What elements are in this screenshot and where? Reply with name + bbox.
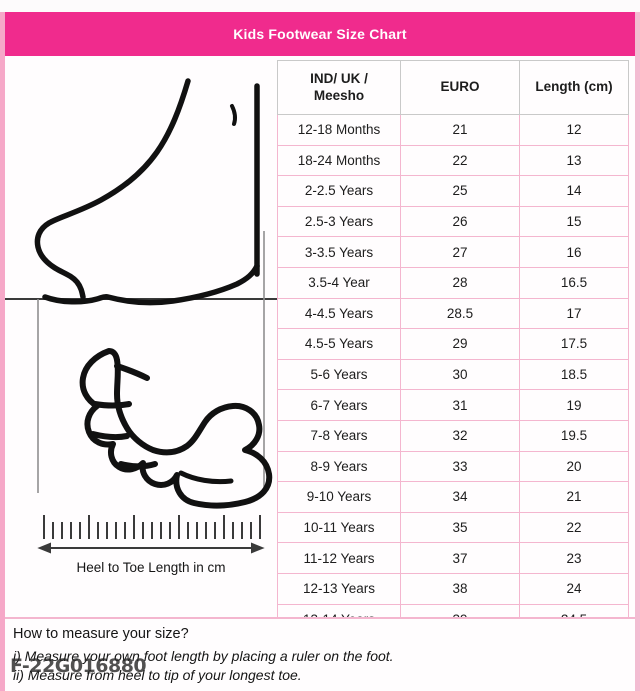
cell-euro: 31 — [400, 389, 520, 421]
table-row: 18-24 Months 22 13 — [277, 144, 629, 177]
title-banner: Kids Footwear Size Chart — [5, 12, 635, 56]
table-row: 11-12 Years 37 23 — [277, 542, 629, 574]
column-header-length-cm: Length (cm) — [519, 60, 629, 115]
foot-measurement-illustration: Heel to Toe Length in cm — [5, 56, 277, 617]
instruction-step-2: ii) Measure from heel to tip of your lon… — [13, 667, 302, 684]
table-row: 12-18 Months 21 12 — [277, 114, 629, 146]
cell-euro: 21 — [400, 114, 520, 146]
page-title: Kids Footwear Size Chart — [233, 26, 407, 42]
table-row: 2.5-3 Years 26 15 — [277, 205, 629, 238]
table-row: 4.5-5 Years 29 17.5 — [277, 328, 629, 360]
cell-euro: 32 — [400, 419, 520, 452]
cell-euro: 37 — [400, 542, 520, 574]
cell-ind-uk-meesho: 2.5-3 Years — [277, 205, 401, 238]
cell-ind-uk-meesho: 5-6 Years — [277, 358, 401, 391]
cell-length-cm: 17 — [519, 297, 629, 330]
foot-side-profile — [34, 78, 260, 306]
cell-ind-uk-meesho: 6-7 Years — [277, 389, 401, 421]
cell-ind-uk-meesho: 4-4.5 Years — [277, 297, 401, 330]
watermark-id: F-22G016880 — [10, 655, 147, 677]
table-row: 8-9 Years 33 20 — [277, 450, 629, 483]
cell-euro: 29 — [400, 328, 520, 360]
cell-euro: 33 — [400, 450, 520, 483]
cell-length-cm: 24 — [519, 572, 629, 605]
instructions-heading: How to measure your size? — [13, 626, 189, 642]
table-row: 7-8 Years 32 19.5 — [277, 419, 629, 452]
size-chart-table: IND/ UK / Meesho EURO Length (cm) 12-18 M… — [277, 60, 629, 636]
table-row: 9-10 Years 34 21 — [277, 481, 629, 513]
cell-length-cm: 23 — [519, 542, 629, 574]
cell-length-cm: 15 — [519, 205, 629, 238]
cell-length-cm: 18.5 — [519, 358, 629, 391]
cell-ind-uk-meesho: 4.5-5 Years — [277, 328, 401, 360]
cell-euro: 38 — [400, 572, 520, 605]
table-row: 12-13 Years 38 24 — [277, 572, 629, 605]
cell-length-cm: 13 — [519, 144, 629, 177]
table-row: 5-6 Years 30 18.5 — [277, 358, 629, 391]
ruler-ticks — [43, 515, 261, 539]
cell-ind-uk-meesho: 3.5-4 Year — [277, 266, 401, 299]
cell-ind-uk-meesho: 7-8 Years — [277, 419, 401, 452]
cell-euro: 22 — [400, 144, 520, 177]
cell-ind-uk-meesho: 8-9 Years — [277, 450, 401, 483]
cell-length-cm: 16.5 — [519, 266, 629, 299]
cell-ind-uk-meesho: 9-10 Years — [277, 481, 401, 513]
cell-length-cm: 21 — [519, 481, 629, 513]
cell-length-cm: 14 — [519, 175, 629, 207]
cell-euro: 28.5 — [400, 297, 520, 330]
left-pink-rail — [0, 12, 5, 691]
table-row: 2-2.5 Years 25 14 — [277, 175, 629, 207]
length-dimension-arrow — [37, 542, 265, 554]
ruler-caption: Heel to Toe Length in cm — [76, 560, 225, 575]
cell-ind-uk-meesho: 11-12 Years — [277, 542, 401, 574]
table-header-row: IND/ UK / Meesho EURO Length (cm) — [277, 60, 629, 115]
column-header-euro: EURO — [400, 60, 520, 115]
cell-length-cm: 16 — [519, 236, 629, 268]
cell-euro: 26 — [400, 205, 520, 238]
top-strip — [0, 0, 640, 12]
foot-sole-view — [79, 348, 273, 509]
cell-euro: 27 — [400, 236, 520, 268]
cell-ind-uk-meesho: 2-2.5 Years — [277, 175, 401, 207]
cell-ind-uk-meesho: 18-24 Months — [277, 144, 401, 177]
table-row: 4-4.5 Years 28.5 17 — [277, 297, 629, 330]
foot-diagram-svg: Heel to Toe Length in cm — [5, 78, 277, 575]
cell-length-cm: 17.5 — [519, 328, 629, 360]
instruction-step-1: i) Measure your own foot length by placi… — [13, 647, 394, 664]
measurement-instructions: How to measure your size? i) Measure you… — [5, 619, 635, 691]
table-row: 3.5-4 Year 28 16.5 — [277, 266, 629, 299]
cell-length-cm: 19.5 — [519, 419, 629, 452]
table-row: 3-3.5 Years 27 16 — [277, 236, 629, 268]
column-header-ind-uk-meesho: IND/ UK / Meesho — [277, 60, 401, 115]
cell-ind-uk-meesho: 3-3.5 Years — [277, 236, 401, 268]
right-pink-rail — [635, 12, 640, 691]
cell-euro: 28 — [400, 266, 520, 299]
cell-length-cm: 22 — [519, 511, 629, 544]
cell-euro: 35 — [400, 511, 520, 544]
cell-length-cm: 12 — [519, 114, 629, 146]
table-row: 6-7 Years 31 19 — [277, 389, 629, 421]
table-row: 10-11 Years 35 22 — [277, 511, 629, 544]
footer-divider — [5, 617, 635, 619]
cell-ind-uk-meesho: 12-18 Months — [277, 114, 401, 146]
cell-ind-uk-meesho: 12-13 Years — [277, 572, 401, 605]
cell-length-cm: 19 — [519, 389, 629, 421]
cell-euro: 30 — [400, 358, 520, 391]
cell-euro: 34 — [400, 481, 520, 513]
table-body: 12-18 Months 21 12 18-24 Months 22 13 2-2.5 Ye… — [277, 114, 629, 636]
cell-length-cm: 20 — [519, 450, 629, 483]
cell-euro: 25 — [400, 175, 520, 207]
cell-ind-uk-meesho: 10-11 Years — [277, 511, 401, 544]
